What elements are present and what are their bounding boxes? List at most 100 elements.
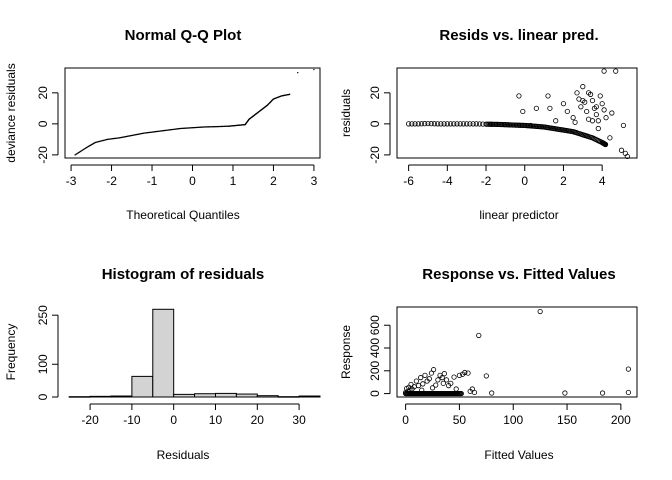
residual-point — [438, 121, 444, 127]
residual-point — [447, 121, 454, 127]
response-point — [435, 377, 441, 383]
x-axis-label: Theoretical Quantiles — [126, 208, 239, 222]
residual-point — [613, 68, 619, 74]
x-tick-label: -20 — [81, 413, 99, 427]
response-point — [465, 370, 471, 376]
y-tick-label: 100 — [36, 354, 50, 374]
x-tick-label: 50 — [453, 413, 467, 427]
chart-title: Resids vs. linear pred. — [439, 27, 598, 44]
y-tick-label: 250 — [36, 305, 50, 325]
residual-point — [589, 97, 596, 104]
y-tick-label: 0 — [36, 120, 50, 127]
residual-point — [601, 107, 607, 113]
residual-point — [476, 121, 483, 127]
residual-point — [547, 105, 553, 111]
residual-point — [570, 115, 576, 121]
x-tick-label: -10 — [123, 413, 141, 427]
y-ticks: -20 0 20 — [36, 86, 59, 164]
y-ticks: 0 100 250 — [36, 305, 59, 400]
panel-resids-vs-linear-pred: Resids vs. linear pred. linear predictor… — [339, 27, 638, 222]
y-tick-label: 0 — [368, 120, 382, 127]
response-point — [562, 390, 568, 396]
residual-point — [620, 122, 627, 129]
residual-point — [599, 101, 605, 107]
x-ticks: -6 -4 -2 0 2 4 — [403, 164, 606, 188]
x-axis-label: Fitted Values — [484, 448, 553, 462]
response-point — [458, 390, 464, 397]
residual-point — [593, 104, 599, 110]
panel-histogram: Histogram of residuals Residuals Frequen… — [4, 266, 321, 462]
residual-point — [545, 93, 551, 99]
response-point — [437, 372, 443, 378]
residual-point — [520, 108, 526, 115]
response-point — [429, 385, 436, 391]
plot-frame — [396, 306, 638, 398]
response-point — [599, 390, 606, 396]
residual-point — [589, 118, 596, 124]
response-point — [443, 377, 450, 383]
response-point — [451, 374, 457, 380]
residual-point — [560, 101, 567, 107]
x-ticks: 0 50 100 150 200 — [402, 403, 631, 427]
residual-point — [457, 121, 463, 127]
response-point — [418, 375, 424, 381]
x-tick-label: 1 — [230, 174, 237, 188]
x-tick-label: 2 — [270, 174, 277, 188]
response-point — [433, 382, 439, 388]
plot-frame — [64, 67, 321, 159]
response-point — [537, 308, 543, 315]
x-tick-label: -1 — [147, 174, 158, 188]
x-tick-label: 0 — [189, 174, 196, 188]
residual-point — [601, 68, 607, 74]
x-tick-label: 0 — [521, 174, 528, 188]
response-point — [456, 372, 463, 378]
residual-point — [564, 108, 570, 115]
marks — [68, 308, 321, 398]
residual-point — [422, 121, 428, 127]
histogram-bar — [194, 393, 216, 398]
response-point — [471, 389, 478, 396]
x-tick-label: 200 — [611, 413, 631, 427]
histogram-bar — [110, 395, 133, 398]
response-point — [403, 389, 409, 396]
residual-point — [412, 121, 418, 127]
panel-response-vs-fitted: Response vs. Fitted Values Fitted Values… — [339, 266, 638, 462]
residual-point — [595, 125, 601, 132]
y-ticks: 0 200 400 600 — [368, 315, 391, 397]
response-point — [413, 378, 419, 384]
residual-point — [609, 110, 615, 116]
y-axis-label: deviance residuals — [4, 63, 18, 162]
residual-point — [607, 135, 613, 141]
residual-point — [580, 97, 586, 104]
residual-point — [425, 120, 431, 127]
y-tick-label: -20 — [368, 146, 382, 164]
residual-point — [441, 121, 447, 127]
response-point — [489, 390, 495, 396]
chart-title: Histogram of residuals — [102, 266, 265, 283]
residual-point — [406, 121, 412, 127]
histogram-bar — [173, 393, 196, 398]
residual-point — [586, 90, 592, 96]
histogram-bar — [152, 308, 175, 398]
histogram-bar — [89, 395, 112, 398]
x-tick-label: 3 — [311, 174, 318, 188]
x-tick-label: 0 — [402, 413, 409, 427]
residual-point — [553, 118, 559, 124]
y-tick-label: 600 — [368, 315, 382, 335]
x-tick-label: 20 — [251, 413, 265, 427]
histogram-bar — [131, 375, 154, 398]
x-tick-label: -2 — [106, 174, 117, 188]
residual-point — [460, 121, 467, 127]
residual-point — [624, 153, 630, 160]
residual-point — [454, 121, 460, 127]
y-tick-label: 20 — [368, 86, 382, 100]
x-tick-label: -6 — [403, 174, 414, 188]
response-point — [428, 370, 435, 376]
residual-point — [584, 108, 590, 115]
x-tick-label: 0 — [170, 413, 177, 427]
x-ticks: -20 -10 0 10 20 30 — [81, 403, 306, 427]
residual-point — [435, 121, 441, 127]
y-tick-label: 20 — [36, 86, 50, 100]
histogram-bar — [256, 395, 279, 398]
